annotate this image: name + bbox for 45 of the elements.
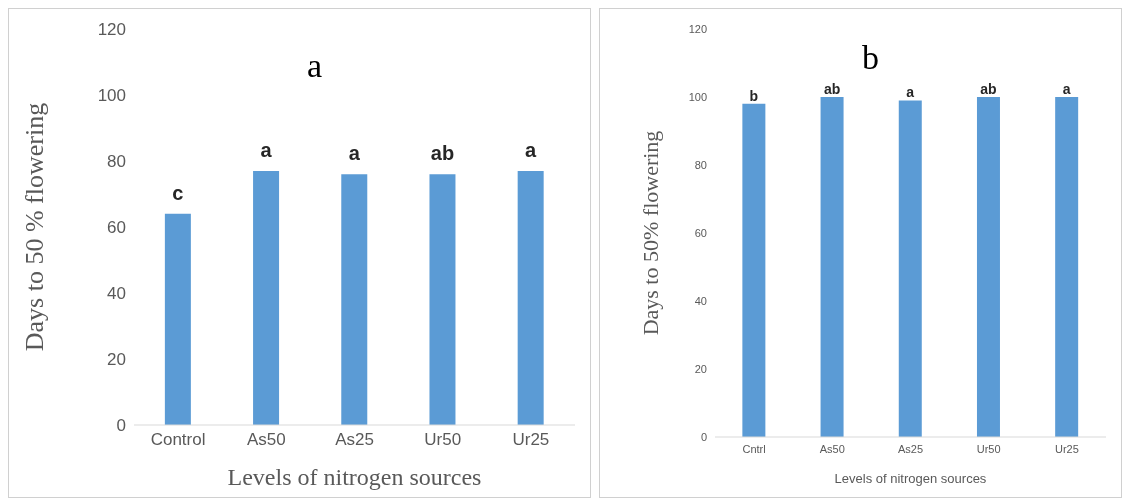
- y-tick-label: 100: [97, 86, 126, 106]
- bar: [429, 174, 456, 425]
- y-tick-label: 40: [694, 294, 707, 307]
- y-tick-label: 0: [700, 430, 707, 443]
- y-tick-label: 60: [694, 226, 707, 239]
- data-label: a: [906, 84, 915, 101]
- x-tick-label: As50: [819, 442, 845, 455]
- y-tick-label: 80: [694, 158, 707, 171]
- y-tick-label: 40: [107, 284, 126, 304]
- text: a: [305, 47, 324, 85]
- y-tick-label: 0: [116, 416, 126, 436]
- data-label: a: [348, 142, 361, 165]
- data-label: c: [172, 181, 184, 204]
- data-label: a: [1062, 81, 1071, 97]
- x-tick-label: Cntrl: [742, 442, 766, 455]
- x-tick-label: Ur25: [1054, 442, 1079, 455]
- y-tick-label: 20: [694, 362, 707, 375]
- x-tick-label: As50: [246, 430, 286, 450]
- y-axis-title: Days to 50 % flowering: [20, 102, 50, 352]
- y-tick-label: 120: [688, 22, 707, 35]
- bar: [164, 213, 191, 425]
- bar: [341, 174, 368, 425]
- x-tick-label: As25: [897, 442, 924, 455]
- y-tick-label: 20: [107, 350, 126, 370]
- x-tick-label: Ur50: [976, 442, 1001, 455]
- y-tick-label: 80: [107, 152, 126, 172]
- bar: [517, 170, 544, 425]
- x-tick-label: Ur25: [512, 430, 550, 450]
- y-tick-label: 60: [107, 218, 126, 238]
- data-label: ab: [980, 81, 997, 97]
- chart-title: b: [861, 39, 880, 77]
- x-tick-label: As25: [335, 430, 374, 450]
- y-axis-title: Days to 50% flowering: [637, 130, 663, 336]
- data-label: a: [525, 138, 538, 161]
- bar: [253, 170, 280, 425]
- x-tick-label: Ur50: [424, 430, 462, 450]
- data-label: ab: [430, 142, 455, 165]
- y-tick-label: 100: [688, 90, 707, 103]
- data-label: ab: [823, 81, 841, 97]
- data-label: b: [749, 87, 759, 104]
- x-axis-title: Levels of nitrogen sources: [834, 471, 987, 486]
- x-axis-title: Levels of nitrogen sources: [227, 464, 482, 490]
- data-label: a: [260, 138, 273, 161]
- x-tick-label: Control: [150, 430, 206, 450]
- y-tick-label: 120: [97, 20, 126, 40]
